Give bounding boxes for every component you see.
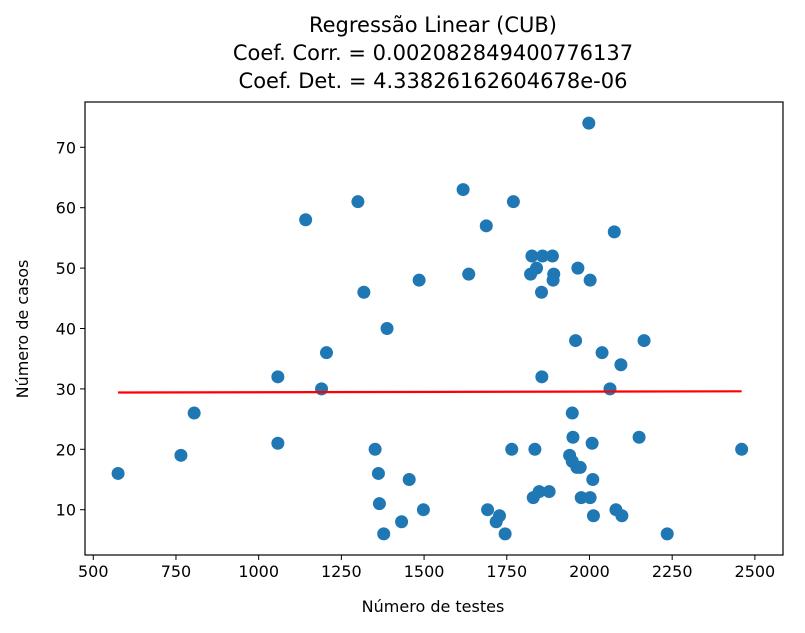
data-point <box>271 370 285 384</box>
y-tick-label: 20 <box>56 440 76 459</box>
y-tick-label: 30 <box>56 380 76 399</box>
data-point <box>479 219 493 233</box>
data-point <box>574 491 588 505</box>
y-tick-label: 60 <box>56 199 76 218</box>
data-point <box>535 285 549 299</box>
data-point <box>637 334 651 348</box>
data-point <box>586 509 600 523</box>
data-point <box>583 273 597 287</box>
axes-frame <box>84 101 784 556</box>
data-point <box>615 509 629 523</box>
data-point <box>412 273 426 287</box>
chart-title: Regressão Linear (CUB) Coef. Corr. = 0.0… <box>233 13 633 93</box>
data-point <box>607 225 621 239</box>
data-point <box>632 430 646 444</box>
x-tick-label: 1000 <box>238 562 279 581</box>
data-point <box>525 249 539 263</box>
data-point <box>506 195 520 209</box>
data-point <box>371 466 385 480</box>
data-point <box>735 442 749 456</box>
data-point <box>319 346 333 360</box>
data-point <box>536 249 550 263</box>
data-point <box>585 436 599 450</box>
data-point <box>566 430 580 444</box>
x-tick-label: 2250 <box>652 562 693 581</box>
x-tick-label: 500 <box>78 562 109 581</box>
data-point <box>372 497 386 511</box>
data-point <box>569 334 583 348</box>
y-tick-label: 40 <box>56 320 76 339</box>
data-point <box>603 382 617 396</box>
data-point <box>299 213 313 227</box>
data-point <box>416 503 430 517</box>
data-point <box>498 527 512 541</box>
data-point <box>111 466 125 480</box>
data-point <box>271 436 285 450</box>
data-point <box>492 509 506 523</box>
data-point <box>614 358 628 372</box>
data-point <box>535 370 549 384</box>
data-point <box>660 527 674 541</box>
data-point <box>582 116 596 130</box>
data-point <box>456 183 470 197</box>
data-point <box>402 473 416 486</box>
y-axis-label: Número de casos <box>13 260 32 399</box>
data-point <box>377 527 391 541</box>
data-point <box>595 346 609 360</box>
x-tick-label: 2500 <box>735 562 776 581</box>
y-tick-label: 10 <box>56 501 76 520</box>
x-tick-label: 2000 <box>569 562 610 581</box>
data-point <box>368 442 382 456</box>
data-point <box>505 442 519 456</box>
data-point <box>174 448 188 462</box>
data-point <box>586 473 600 486</box>
title-line-1: Regressão Linear (CUB) <box>309 13 557 37</box>
y-tick-label: 70 <box>56 138 76 157</box>
data-point <box>380 322 394 335</box>
data-point <box>315 382 329 396</box>
plot-area: 500 750 1000 1250 1500 1750 2000 2250 2500 10 20 30… <box>56 101 784 581</box>
x-tick-label: 1500 <box>404 562 445 581</box>
data-point <box>547 267 561 281</box>
data-point <box>545 249 559 263</box>
data-point <box>530 261 544 275</box>
data-point <box>187 406 201 420</box>
regression-line <box>118 390 742 394</box>
data-point <box>571 261 585 275</box>
y-tick-label: 50 <box>56 259 76 278</box>
data-point <box>583 491 597 505</box>
data-point <box>532 485 546 499</box>
x-axis-label: Número de testes <box>362 597 505 616</box>
data-point <box>357 285 371 299</box>
data-point <box>528 442 542 456</box>
data-point <box>573 460 587 474</box>
data-point <box>462 267 476 281</box>
data-point <box>481 503 495 517</box>
title-line-2: Coef. Corr. = 0.002082849400776137 <box>233 41 633 65</box>
data-point <box>542 485 556 499</box>
x-tick-label: 750 <box>161 562 192 581</box>
data-point <box>395 515 409 529</box>
data-point <box>565 406 579 420</box>
x-tick-label: 1250 <box>321 562 362 581</box>
data-point <box>351 195 365 209</box>
title-line-3: Coef. Det. = 4.33826162604678e-06 <box>239 69 628 93</box>
x-tick-label: 1750 <box>486 562 527 581</box>
